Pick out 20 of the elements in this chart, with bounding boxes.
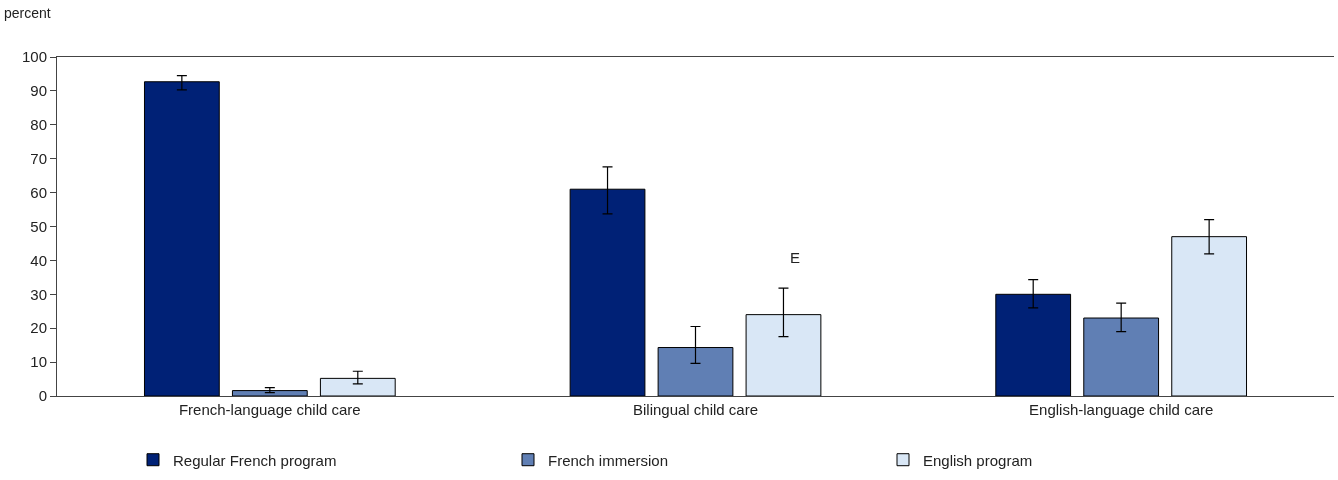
y-tick-label: 100: [21, 48, 47, 66]
legend-label: English program: [923, 451, 1033, 469]
annotation: E: [790, 249, 801, 266]
legend-label: French immersion: [548, 451, 669, 469]
bar: [231, 390, 308, 396]
y-tick-label: 80: [30, 116, 47, 134]
y-tick-label: 0: [38, 387, 47, 405]
y-tick-label: 50: [30, 217, 47, 235]
x-tick-label: French-language child care: [178, 401, 361, 418]
y-axis-title: percent: [4, 5, 51, 21]
x-tick-label: English-language child care: [1029, 401, 1214, 418]
y-tick-label: 20: [30, 319, 47, 337]
x-tick-label: Bilingual child care: [632, 401, 759, 418]
y-tick-label: 10: [30, 353, 47, 371]
y-tick-label: 30: [30, 285, 47, 303]
y-tick-label: 40: [30, 251, 47, 269]
legend-label: Regular French program: [173, 451, 337, 469]
y-tick-label: 60: [30, 183, 47, 201]
y-tick-label: 90: [30, 82, 47, 100]
y-tick-label: 70: [30, 149, 47, 167]
